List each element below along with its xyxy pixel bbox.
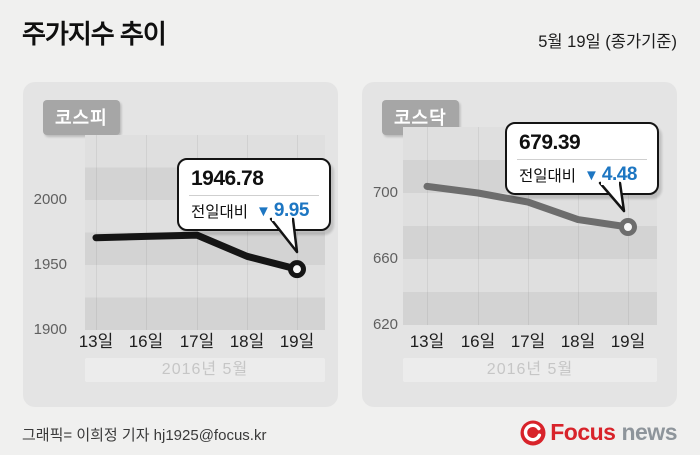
kospi-chart-title-badge: 코스피 xyxy=(43,100,120,135)
x-tick-label: 16일 xyxy=(128,332,164,351)
down-triangle-icon: ▼ xyxy=(256,202,271,220)
y-tick-label: 1950 xyxy=(33,256,67,273)
x-tick-label: 19일 xyxy=(610,332,646,351)
y-tick-label: 1900 xyxy=(33,321,67,338)
x-tick-label: 17일 xyxy=(179,332,215,351)
x-tick-label: 18일 xyxy=(560,332,596,351)
vertical-gridline xyxy=(528,127,529,325)
kospi-change-label: 전일대비 xyxy=(191,204,249,221)
y-tick-label: 620 xyxy=(372,316,398,333)
divider xyxy=(189,195,319,196)
y-tick-label: 2000 xyxy=(33,191,67,208)
kosdaq-change-value: 4.48 xyxy=(601,164,637,185)
x-tick-label: 13일 xyxy=(78,332,114,351)
코스닥-line-series xyxy=(423,182,637,237)
vertical-gridline xyxy=(247,135,248,330)
kospi-change-value: 9.95 xyxy=(273,200,309,221)
last-point-ring-marker xyxy=(619,218,637,237)
kosdaq-change-label: 전일대비 xyxy=(519,168,577,185)
kospi-period-band: 2016년 5월 xyxy=(85,358,325,382)
vertical-gridline xyxy=(297,135,298,330)
focus-news-logo: Focus news xyxy=(520,419,677,446)
kospi-value-callout: 1946.78 전일대비 ▼ 9.95 xyxy=(177,158,331,231)
x-tick-label: 19일 xyxy=(279,332,315,351)
kosdaq-period-band: 2016년 5월 xyxy=(403,358,657,382)
x-tick-label: 16일 xyxy=(460,332,496,351)
코스피-line-series xyxy=(92,231,306,279)
kospi-chart-card: 코스피 2000 1950 1900 13일 16일 17일 18일 19일 2016년 5… xyxy=(23,82,338,407)
logo-focus-text: Focus xyxy=(550,419,616,445)
kosdaq-chart-card: 코스닥 700 660 620 13일 16일 17일 18일 19일 2016년 5월 6… xyxy=(362,82,677,407)
vertical-gridline xyxy=(146,135,147,330)
y-tick-label: 700 xyxy=(372,184,398,201)
focus-swirl-icon xyxy=(520,420,546,445)
down-triangle-icon: ▼ xyxy=(584,166,599,184)
last-point-ring-marker xyxy=(288,260,306,279)
divider xyxy=(517,159,647,160)
kospi-close-value: 1946.78 xyxy=(191,167,264,190)
kosdaq-close-value: 679.39 xyxy=(519,131,581,154)
x-tick-label: 17일 xyxy=(510,332,546,351)
vertical-gridline xyxy=(96,135,97,330)
vertical-gridline xyxy=(478,127,479,325)
vertical-gridline xyxy=(578,127,579,325)
kosdaq-value-callout: 679.39 전일대비 ▼ 4.48 xyxy=(505,122,659,195)
x-tick-label: 18일 xyxy=(229,332,265,351)
kospi-callout-tail xyxy=(269,216,299,254)
y-tick-label: 660 xyxy=(372,250,398,267)
logo-news-text: news xyxy=(621,419,677,445)
page-title: 주가지수 추이 xyxy=(22,19,167,49)
graphic-credit: 그래픽= 이희정 기자 hj1925@focus.kr xyxy=(22,427,267,444)
date-note: 5월 19일 (종가기준) xyxy=(538,33,677,51)
kosdaq-callout-tail xyxy=(598,180,626,213)
vertical-gridline xyxy=(427,127,428,325)
x-tick-label: 13일 xyxy=(409,332,445,351)
